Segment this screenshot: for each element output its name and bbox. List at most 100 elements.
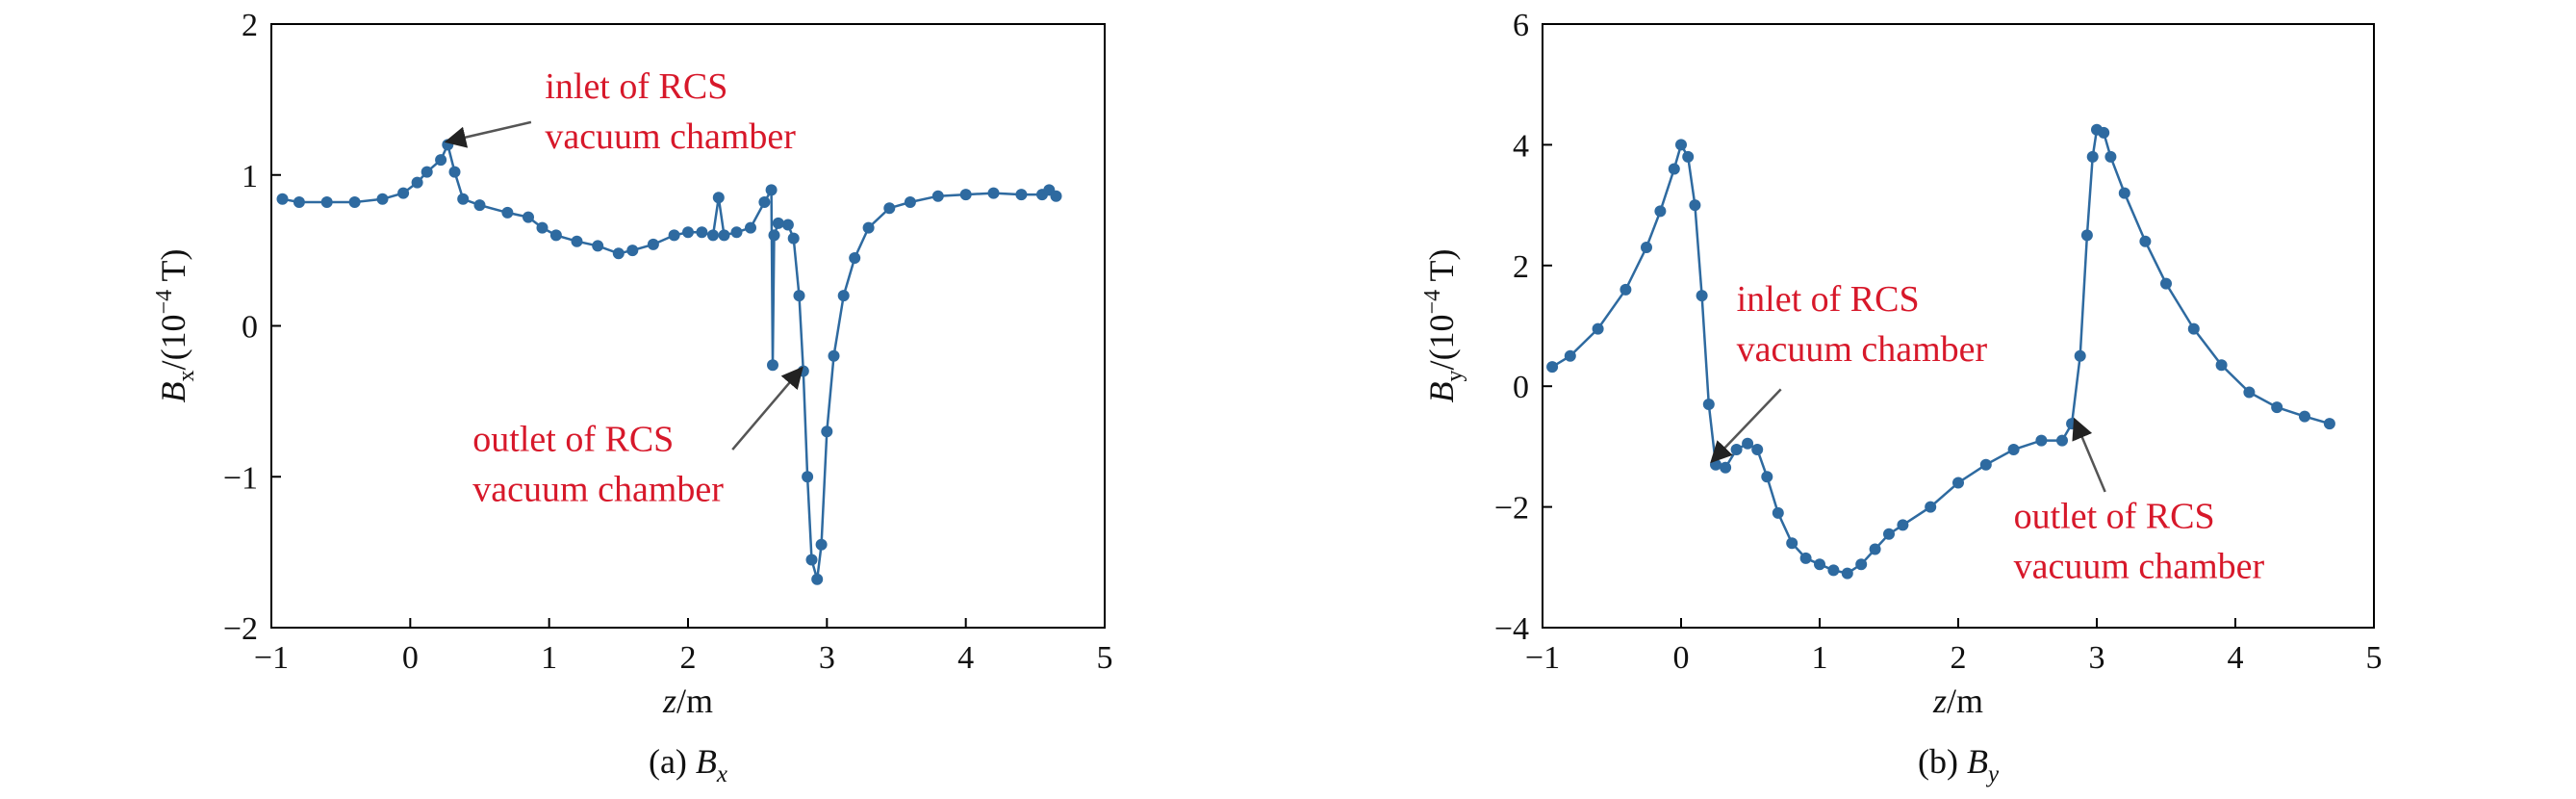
chart-a-data-point — [772, 217, 784, 229]
chart-b-series-line — [1551, 127, 2331, 575]
chart-a-data-point — [849, 252, 861, 264]
chart-a-y-tick-label: 0 — [242, 310, 258, 346]
chart-a-x-tick-label: 3 — [819, 640, 835, 676]
chart-a-series-line — [282, 141, 1058, 580]
chart-b-data-point — [2086, 150, 2099, 163]
chart-a-data-point — [682, 226, 694, 239]
chart-b-data-point — [1742, 437, 1754, 450]
chart-a-data-point — [376, 193, 389, 205]
chart-a-data-point — [1050, 190, 1062, 202]
chart-b-data-point — [1564, 349, 1576, 362]
chart-b-data-point — [1546, 361, 1559, 374]
chart-a-data-point — [612, 247, 625, 260]
chart-b-data-point — [2243, 386, 2256, 399]
chart-b-x-tick-label: 2 — [1951, 640, 1967, 676]
chart-b-inlet-arrow — [1710, 388, 1782, 464]
chart-a-data-point — [712, 192, 725, 204]
chart-b-y-tick-label: 2 — [1513, 249, 1529, 285]
chart-b-data-point — [1869, 543, 1881, 555]
chart-b-outlet-arrow — [2072, 417, 2106, 493]
chart-a-data-point — [668, 229, 680, 242]
chart-b-data-point — [1952, 477, 1964, 489]
chart-a-data-point — [421, 166, 433, 178]
chart-a-caption: (a) Bx — [649, 742, 727, 787]
chart-b-data-point — [1799, 552, 1812, 564]
chart-a-data-point — [811, 573, 824, 585]
chart-b-data-point — [1702, 399, 1715, 410]
chart-b-data-point — [1925, 501, 1937, 513]
chart-a-data-point — [435, 154, 447, 167]
chart-a-data-point — [647, 238, 659, 250]
chart-a-data-point — [883, 202, 896, 215]
chart-a-data-point — [781, 219, 794, 231]
chart-b-x-tick-label: 4 — [2228, 640, 2244, 676]
chart-b-data-point — [2104, 150, 2117, 163]
chart-a-x-tick-label: 0 — [402, 640, 419, 676]
chart-b-data-point — [2160, 277, 2172, 290]
chart-a-data-point — [473, 199, 486, 212]
chart-b-data-point — [2056, 434, 2068, 447]
chart-a-data-point — [828, 349, 840, 362]
chart-a-y-axis-label: Bx/(10−4 T) — [152, 249, 199, 403]
chart-b-data-point — [1720, 461, 1732, 474]
chart-b-x-tick-label: 3 — [2089, 640, 2105, 676]
chart-a-data-point — [904, 196, 916, 208]
chart-b-data-point — [2187, 322, 2200, 335]
chart-a-data-point — [821, 425, 833, 438]
chart-b-data-point — [1592, 322, 1604, 335]
chart-a-data-point — [501, 206, 514, 219]
chart-a-data-point — [320, 196, 333, 208]
chart-a-data-point — [862, 221, 875, 234]
chart-a-outlet-annotation: outlet of RCS vacuum chamber — [472, 420, 724, 510]
chart-b-data-point — [1897, 519, 1909, 531]
chart-a-inlet-arrow — [444, 120, 532, 148]
chart-b-data-point — [2098, 126, 2110, 139]
chart-b-data-point — [2007, 444, 2020, 455]
chart-a-data-point — [1015, 189, 1028, 201]
chart-b-y-tick-label: 6 — [1513, 8, 1529, 43]
chart-b-data-point — [2074, 349, 2086, 362]
chart-a-outlet-arrow — [731, 366, 803, 451]
chart-b-data-point — [1761, 471, 1773, 483]
chart-b-data-point — [2080, 229, 2093, 242]
chart-a-x-tick-label: −1 — [254, 640, 289, 676]
chart-b-x-tick-label: 1 — [1812, 640, 1828, 676]
chart-b-data-point — [1620, 283, 1632, 296]
chart-b-outlet-annotation: outlet of RCS vacuum chamber — [2014, 497, 2265, 587]
chart-a-data-point — [765, 184, 778, 196]
chart-b-data-point — [2271, 401, 2283, 414]
chart-b-data-point — [1696, 290, 1708, 302]
chart-a-y-tick-label: −1 — [223, 460, 258, 496]
chart-b-data-point — [1841, 567, 1853, 580]
chart-a-data-point — [745, 221, 756, 234]
chart-a-data-point — [523, 211, 534, 223]
chart-a-data-point — [730, 226, 743, 239]
chart-b-data-point — [2299, 410, 2310, 423]
chart-b-data-point — [1668, 163, 1680, 175]
chart-a-data-point — [293, 196, 305, 208]
chart-b-data-point — [1979, 458, 1992, 471]
chart-b-data-point — [2215, 359, 2228, 372]
chart-a-data-point — [931, 190, 944, 202]
chart-a-data-point — [959, 189, 972, 201]
chart-b-y-axis-label: By/(10−4 T) — [1420, 249, 1467, 403]
chart-b-x-tick-label: 5 — [2366, 640, 2383, 676]
chart-b-data-point — [2118, 187, 2130, 199]
chart-panel-b: −1 0 1 2 3 4 5 −4 −2 0 2 4 6 z/m By/(10−4 T) (b) By inle… — [1420, 8, 2383, 787]
chart-a-data-point — [767, 359, 778, 372]
chart-a-data-point — [549, 229, 562, 242]
chart-a-data-point — [802, 471, 814, 483]
chart-b-x-tick-label: −1 — [1525, 640, 1560, 676]
chart-a-data-point — [348, 196, 361, 208]
chart-b-data-point — [1675, 139, 1687, 151]
chart-b-y-tick-label: −4 — [1494, 611, 1529, 647]
chart-b-y-tick-label: 4 — [1513, 128, 1529, 164]
chart-a-data-point — [411, 176, 423, 189]
chart-a-inlet-annotation: inlet of RCS vacuum chamber — [545, 66, 796, 157]
chart-a-data-point — [805, 554, 818, 566]
chart-b-data-point — [1855, 558, 1868, 571]
chart-a-data-point — [448, 166, 461, 178]
chart-b-caption: (b) By — [1918, 742, 2000, 787]
